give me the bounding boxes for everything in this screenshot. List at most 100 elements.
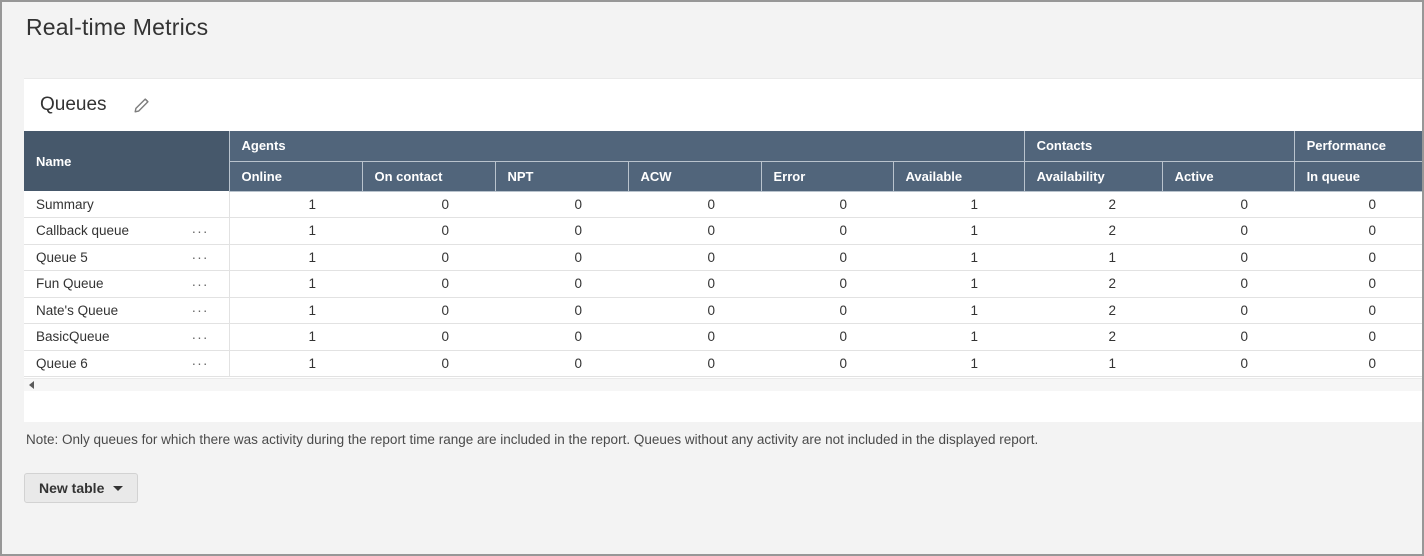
metric-cell-online: 1 (229, 297, 362, 324)
panel-title: Queues (40, 94, 107, 115)
note-text: Note: Only queues for which there was ac… (26, 432, 1039, 447)
metric-cell-available: 1 (893, 217, 1025, 245)
metric-cell-availability: 1 (1024, 244, 1163, 271)
metric-cell-on-contact: 0 (362, 217, 495, 245)
queues-panel: Queues Name Agents Contacts Performance Onli… (24, 78, 1422, 422)
queue-name-label: BasicQueue (36, 329, 110, 345)
metric-cell-availability: 2 (1024, 323, 1163, 351)
metric-cell-on-contact: 0 (362, 191, 495, 218)
new-table-label: New table (39, 480, 105, 496)
metric-cell-online: 1 (229, 244, 362, 271)
metric-cell-on-contact: 0 (362, 244, 495, 271)
queue-name-cell: Nate's Queue ··· (24, 297, 230, 324)
metric-cell-online: 1 (229, 270, 362, 298)
row-options-ellipsis-icon[interactable]: ··· (191, 328, 209, 345)
metric-cell-on-contact: 0 (362, 297, 495, 324)
metric-cell-availability: 2 (1024, 217, 1163, 245)
queues-table: Name Agents Contacts Performance Online On co… (24, 131, 1422, 377)
queue-name-cell: Callback queue ··· (24, 217, 230, 245)
column-header-availability[interactable]: Availability (1023, 161, 1163, 192)
metric-cell-online: 1 (229, 323, 362, 351)
edit-pencil-icon[interactable] (133, 97, 150, 119)
metric-cell-in-queue: 0 (1294, 297, 1422, 324)
metric-cell-acw: 0 (628, 191, 761, 218)
row-options-ellipsis-icon[interactable]: ··· (191, 222, 209, 239)
page-title: Real-time Metrics (26, 14, 209, 40)
metric-cell-active: 0 (1162, 323, 1295, 351)
metric-cell-in-queue: 0 (1294, 244, 1422, 271)
queue-name-label: Nate's Queue (36, 302, 119, 318)
metric-cell-online: 1 (229, 191, 362, 218)
metric-cell-active: 0 (1162, 217, 1295, 245)
row-options-ellipsis-icon[interactable]: ··· (191, 302, 209, 319)
metric-cell-available: 1 (893, 191, 1025, 218)
queue-name-label: Callback queue (36, 223, 130, 239)
column-header-error[interactable]: Error (760, 161, 894, 192)
metric-cell-on-contact: 0 (362, 270, 495, 298)
metric-cell-npt: 0 (495, 244, 628, 271)
column-header-on-contact[interactable]: On contact (361, 161, 496, 192)
metric-cell-error: 0 (761, 323, 893, 351)
metric-cell-npt: 0 (495, 191, 628, 218)
panel-header: Queues (24, 79, 1422, 131)
queue-name-cell: BasicQueue ··· (24, 323, 230, 351)
metric-cell-availability: 2 (1024, 297, 1163, 324)
metric-cell-active: 0 (1162, 191, 1295, 218)
row-options-ellipsis-icon[interactable]: ··· (191, 355, 209, 372)
metric-cell-available: 1 (893, 244, 1025, 271)
table-row-queue-6: Queue 6 ··· 1 0 0 0 0 1 1 0 0 (24, 350, 1422, 377)
column-header-name[interactable]: Name (24, 131, 230, 191)
column-header-available[interactable]: Available (892, 161, 1025, 192)
group-header-contacts: Contacts (1023, 131, 1295, 162)
metric-cell-npt: 0 (495, 217, 628, 245)
dropdown-caret-icon (113, 485, 124, 491)
metric-cell-availability: 1 (1024, 350, 1163, 377)
horizontal-scrollbar[interactable] (24, 378, 1422, 391)
metric-cell-available: 1 (893, 270, 1025, 298)
metric-cell-on-contact: 0 (362, 350, 495, 377)
metric-cell-available: 1 (893, 323, 1025, 351)
row-options-ellipsis-icon[interactable]: ··· (191, 275, 209, 292)
queue-name-cell: Summary (24, 191, 230, 218)
metric-cell-active: 0 (1162, 297, 1295, 324)
metric-cell-npt: 0 (495, 323, 628, 351)
metric-cell-availability: 2 (1024, 191, 1163, 218)
table-row-fun-queue: Fun Queue ··· 1 0 0 0 0 1 2 0 0 (24, 270, 1422, 298)
metric-cell-npt: 0 (495, 350, 628, 377)
metric-cell-in-queue: 0 (1294, 217, 1422, 245)
table-row-nate-s-queue: Nate's Queue ··· 1 0 0 0 0 1 2 0 0 (24, 297, 1422, 324)
scroll-left-arrow-icon[interactable] (29, 381, 34, 389)
column-header-acw[interactable]: ACW (627, 161, 762, 192)
metric-cell-error: 0 (761, 191, 893, 218)
column-header-npt[interactable]: NPT (494, 161, 629, 192)
metric-cell-available: 1 (893, 297, 1025, 324)
metric-cell-active: 0 (1162, 350, 1295, 377)
metric-cell-in-queue: 0 (1294, 323, 1422, 351)
column-header-online[interactable]: Online (229, 161, 363, 192)
metric-cell-error: 0 (761, 297, 893, 324)
queue-name-label: Queue 6 (36, 355, 88, 371)
metric-cell-acw: 0 (628, 350, 761, 377)
metric-cell-error: 0 (761, 244, 893, 271)
metric-cell-in-queue: 0 (1294, 191, 1422, 218)
table-body: Summary 1 0 0 0 0 1 2 0 0 Callback queue ··· 1 0 0 0 0 1 2… (24, 191, 1422, 377)
column-header-active[interactable]: Active (1161, 161, 1295, 192)
metric-cell-in-queue: 0 (1294, 270, 1422, 298)
queue-name-cell: Fun Queue ··· (24, 270, 230, 298)
queue-name-cell: Queue 6 ··· (24, 350, 230, 377)
metric-cell-acw: 0 (628, 217, 761, 245)
group-header-performance: Performance (1293, 131, 1422, 162)
metric-cell-available: 1 (893, 350, 1025, 377)
metric-cell-acw: 0 (628, 297, 761, 324)
metric-cell-active: 0 (1162, 270, 1295, 298)
queue-name-cell: Queue 5 ··· (24, 244, 230, 271)
table-row-callback-queue: Callback queue ··· 1 0 0 0 0 1 2 0 0 (24, 217, 1422, 245)
table-header: Name Agents Contacts Performance Online On co… (24, 131, 1422, 192)
metric-cell-acw: 0 (628, 323, 761, 351)
metric-cell-acw: 0 (628, 244, 761, 271)
row-options-ellipsis-icon[interactable]: ··· (191, 249, 209, 266)
metric-cell-active: 0 (1162, 244, 1295, 271)
new-table-button[interactable]: New table (24, 473, 139, 503)
group-header-agents: Agents (228, 131, 1025, 162)
column-header-in-queue[interactable]: In queue (1293, 161, 1422, 192)
